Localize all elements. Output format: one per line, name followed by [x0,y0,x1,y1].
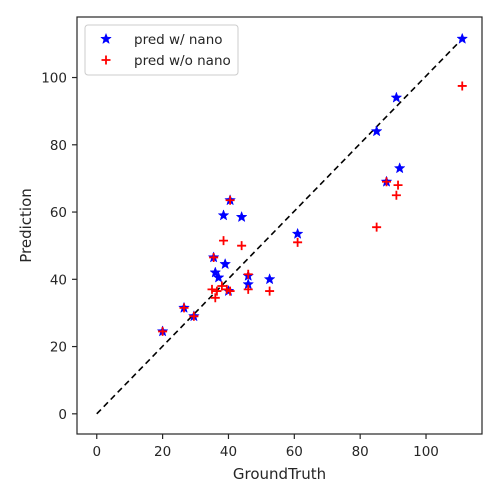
point-pred-wo-nano [210,293,220,303]
legend-marker [100,32,112,45]
point-pred-wo-nano [393,180,403,190]
x-tick-label: 100 [413,444,439,460]
point-pred-w-nano [212,271,225,283]
point-pred-wo-nano [212,286,222,296]
point-pred-wo-nano [237,241,247,251]
point-pred-wo-nano [382,177,392,187]
point-pred-w-nano [390,91,403,103]
point-pred-wo-nano [457,81,467,91]
y-tick-label: 60 [50,205,67,221]
x-tick-label: 40 [220,444,237,460]
point-pred-wo-nano [391,190,401,200]
legend-label: pred w/ nano [134,32,223,48]
plot-layer [96,32,469,415]
legend-label: pred w/o nano [134,53,231,69]
y-tick-label: 40 [50,272,67,288]
point-pred-w-nano [456,32,469,44]
legend-marker [101,55,111,65]
series-1 [158,81,467,336]
point-pred-wo-nano [225,286,235,296]
point-pred-wo-nano [158,326,168,336]
ticks-layer: 0 20 40 60 80 100 0 20 40 60 80 100 [41,71,439,460]
point-pred-wo-nano [243,284,253,294]
y-axis-label: Prediction [17,188,35,263]
point-pred-w-nano [235,210,248,223]
x-tick-label: 0 [92,444,101,460]
x-tick-label: 60 [286,444,303,460]
legend: pred w/ nano pred w/o nano [84,24,239,76]
point-pred-wo-nano [243,269,253,279]
point-pred-wo-nano [189,311,199,321]
y-tick-label: 100 [41,71,67,87]
point-pred-w-nano [219,257,232,270]
point-pred-wo-nano [179,303,189,313]
x-axis-label: GroundTruth [233,465,326,483]
point-pred-w-nano [209,266,222,278]
point-pred-wo-nano [265,286,275,296]
y-tick-label: 0 [58,407,67,423]
y-tick-label: 20 [50,340,67,356]
x-tick-label: 80 [352,444,369,460]
x-tick-label: 20 [154,444,171,460]
reference-line [96,38,463,415]
point-pred-w-nano [291,227,304,239]
point-pred-w-nano [217,209,230,221]
point-pred-wo-nano [219,236,229,246]
plot-frame [76,16,483,435]
point-pred-wo-nano [207,284,217,294]
point-pred-w-nano [393,162,406,174]
y-tick-label: 80 [50,138,67,154]
point-pred-w-nano [263,273,276,285]
point-pred-wo-nano [217,281,227,291]
legend-box [84,24,239,76]
point-pred-wo-nano [372,222,382,232]
point-pred-w-nano [370,125,383,137]
point-pred-wo-nano [293,237,303,247]
point-pred-wo-nano [225,195,235,205]
point-pred-wo-nano [209,252,219,262]
series-0 [156,32,469,337]
